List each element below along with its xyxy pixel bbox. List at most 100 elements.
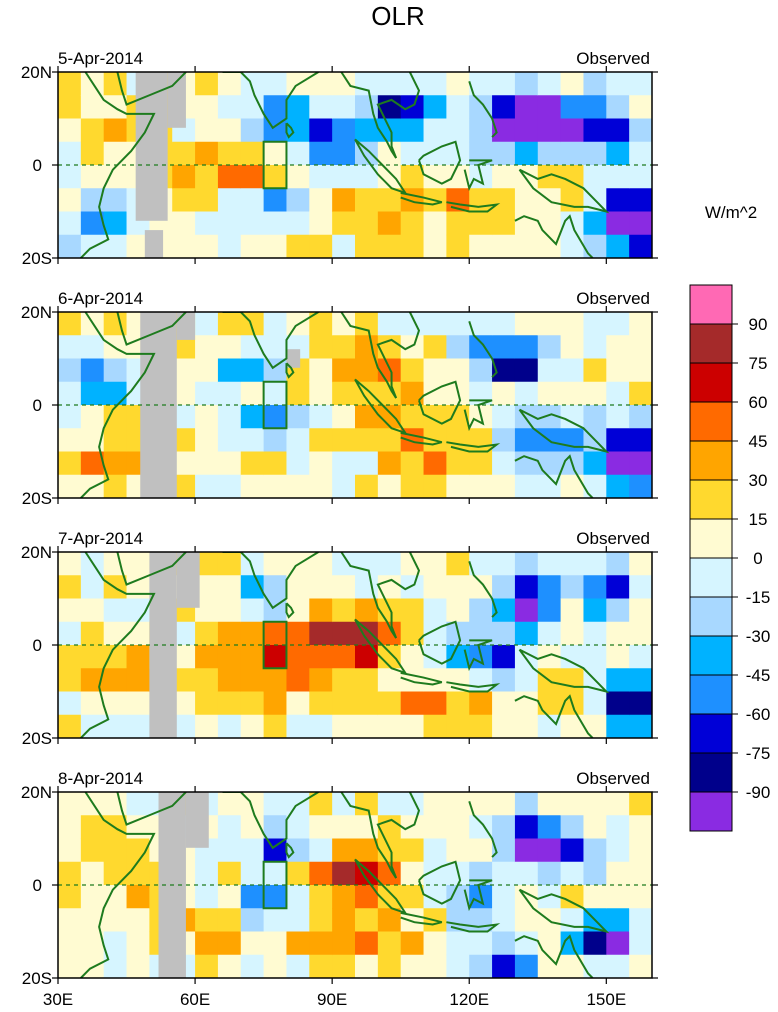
olr-cell	[263, 335, 288, 360]
colorbar: 90 75 60 45 30 15 0 -15 -30 -45 -60 -75 -90	[689, 284, 770, 832]
olr-cell	[309, 838, 333, 863]
olr-cell	[355, 598, 379, 623]
olr-cell	[195, 885, 219, 909]
olr-cell	[80, 211, 105, 236]
olr-cell	[560, 668, 585, 693]
olr-cell	[309, 598, 333, 623]
olr-cell	[355, 405, 379, 429]
coastline	[285, 602, 295, 619]
olr-cell	[80, 405, 105, 429]
olr-cell	[469, 234, 493, 258]
olr-cell	[537, 312, 562, 336]
olr-cell	[606, 815, 630, 840]
olr-cell	[195, 861, 219, 886]
olr-cell	[286, 885, 310, 909]
olr-cell	[263, 668, 288, 693]
olr-cell	[126, 792, 150, 816]
olr-cell	[629, 381, 652, 406]
olr-cell	[377, 474, 402, 498]
olr-cell	[446, 234, 470, 258]
olr-cell	[309, 621, 333, 646]
olr-cell	[629, 141, 652, 166]
coastline	[463, 399, 493, 432]
olr-cell	[58, 118, 82, 143]
coastline	[116, 312, 187, 346]
olr-cell	[332, 211, 356, 236]
olr-cell	[80, 691, 105, 716]
olr-cell	[217, 815, 242, 840]
olr-cell	[560, 598, 585, 623]
coastline	[446, 921, 501, 933]
olr-cell	[446, 428, 470, 453]
olr-cell	[240, 188, 265, 213]
olr-cell	[240, 908, 265, 933]
coastline	[340, 312, 397, 399]
olr-cell	[195, 95, 219, 120]
olr-cell	[217, 358, 242, 383]
coastline	[222, 792, 319, 850]
olr-cell	[217, 621, 242, 646]
olr-cell	[446, 312, 470, 336]
olr-cell	[240, 405, 265, 429]
olr-cell	[126, 691, 150, 716]
olr-cell	[469, 552, 493, 576]
olr-cell	[469, 358, 493, 383]
olr-cell	[58, 908, 82, 933]
olr-cell	[172, 141, 196, 166]
olr-cell	[80, 165, 105, 189]
olr-cell	[377, 165, 402, 189]
olr-cell	[629, 931, 652, 956]
olr-cell	[172, 188, 196, 213]
olr-cell	[629, 908, 652, 933]
y-tick-label: 20S	[22, 969, 52, 988]
olr-cell	[583, 714, 607, 738]
coastline	[400, 431, 443, 446]
olr-cell	[560, 954, 585, 978]
coastline	[222, 312, 319, 370]
olr-cell	[629, 188, 652, 213]
x-tick-label: 120E	[449, 990, 489, 1009]
olr-cell	[583, 118, 607, 143]
olr-cell	[583, 141, 607, 166]
olr-cell	[423, 474, 447, 498]
olr-cell	[583, 211, 607, 236]
olr-cell	[195, 621, 219, 646]
olr-cell	[309, 954, 333, 978]
olr-cell	[537, 381, 562, 406]
olr-cell	[103, 861, 128, 886]
olr-field	[58, 72, 652, 258]
olr-cell	[446, 714, 470, 738]
olr-cell	[514, 691, 539, 716]
olr-cell	[377, 188, 402, 213]
olr-cell	[537, 358, 562, 383]
olr-cell	[537, 72, 562, 96]
olr-cell	[423, 234, 447, 258]
olr-cell	[58, 72, 82, 96]
olr-cell	[560, 141, 585, 166]
olr-cell	[492, 95, 516, 120]
olr-cell	[58, 358, 82, 383]
olr-cell	[423, 451, 447, 476]
coastline	[285, 122, 295, 139]
olr-cell	[606, 188, 630, 213]
olr-cell	[400, 118, 425, 143]
olr-cell	[514, 621, 539, 646]
olr-cell	[80, 621, 105, 646]
olr-cell	[195, 668, 219, 693]
olr-cell	[560, 575, 585, 600]
coastline	[340, 72, 397, 159]
olr-cell	[606, 95, 630, 120]
olr-cell	[423, 598, 447, 623]
colorbar-tick-label: 0	[753, 549, 762, 568]
map-panel: 7-Apr-2014 Observed 20N 0 20S	[21, 529, 658, 748]
olr-cell	[355, 714, 379, 738]
olr-cell	[469, 668, 493, 693]
olr-cell	[332, 931, 356, 956]
olr-cell	[80, 118, 105, 143]
olr-cell	[195, 118, 219, 143]
olr-cell	[240, 621, 265, 646]
olr-field	[58, 552, 652, 738]
olr-cell	[332, 645, 356, 669]
olr-cell	[629, 714, 652, 738]
